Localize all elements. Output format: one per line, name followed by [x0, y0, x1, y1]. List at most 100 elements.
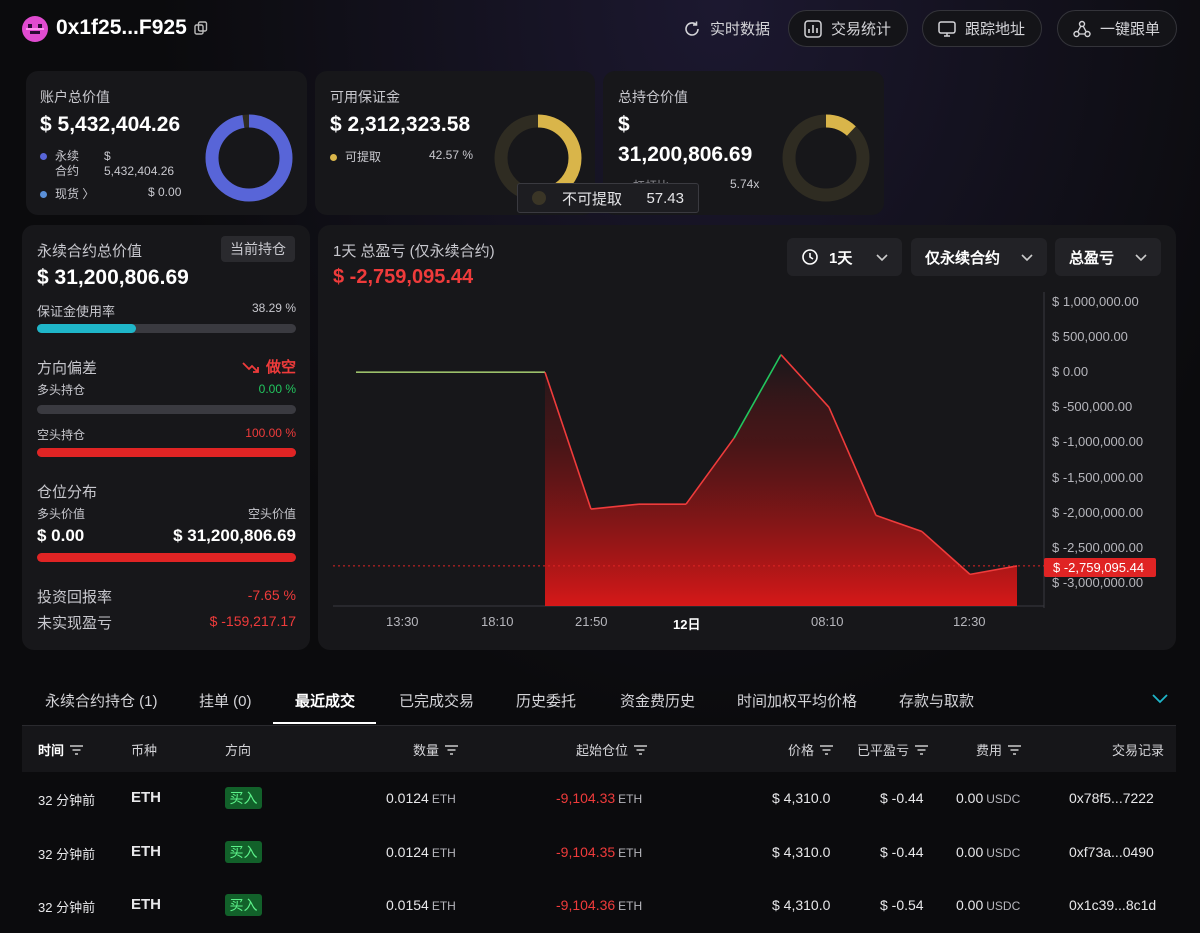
track-address-button[interactable]: 跟踪地址 [922, 10, 1042, 47]
row-tx-link[interactable]: 0xf73a...0490 [1069, 844, 1154, 860]
account-total-card: 账户总价值 $ 5,432,404.26 永续合约 $ 5,432,404.26… [26, 71, 307, 215]
pnl-line-segment [544, 371, 592, 510]
y-tick-label: $ -500,000.00 [1052, 399, 1133, 415]
pnl-line-segment [780, 354, 830, 408]
y-tick-label: $ 0.00 [1052, 364, 1089, 380]
y-tick-label: $ -3,000,000.00 [1052, 574, 1144, 590]
table-header-row [22, 726, 1176, 772]
current-value-marker: $ -2,759,095.44 [1044, 558, 1156, 577]
tab-recent-trades[interactable]: 最近成交 [295, 693, 356, 710]
row-fee-unit: USDC [986, 899, 1021, 913]
row-size-unit: ETH [431, 792, 456, 806]
tabs-divider [22, 725, 1176, 726]
trade-stats-button[interactable]: 交易统计 [788, 10, 908, 47]
row-start-position: -9,104.35 ETH [556, 844, 642, 860]
th-closed-pnl[interactable]: 已平盈亏 [857, 740, 929, 759]
share-nodes-icon [1073, 20, 1091, 37]
margin-usage-value: 38.29 % [251, 301, 296, 315]
th-closed-pnl-label: 已平盈亏 [857, 743, 910, 758]
tab-order-history[interactable]: 历史委托 [516, 693, 577, 710]
upnl-label: 未实现盈亏 [37, 615, 113, 632]
pnl-line-segment [590, 503, 640, 510]
filter-icon [634, 744, 648, 755]
row-size-value: 0.0154 [386, 897, 429, 913]
row-time: 32 分钟前 [38, 793, 96, 808]
tab-deposits-withdrawals[interactable]: 存款与取款 [899, 693, 975, 710]
row-closed-pnl: $ -0.54 [880, 897, 924, 913]
th-size[interactable]: 数量 [413, 740, 459, 759]
tab-twap[interactable]: 时间加权平均价格 [737, 693, 858, 710]
filter-icon [915, 744, 929, 755]
buy-badge: 买入 [225, 894, 262, 916]
chevron-down-icon [1135, 249, 1147, 266]
pnl-line-segment [685, 437, 735, 505]
tab-funding-history[interactable]: 资金费历史 [620, 693, 696, 710]
row-coin[interactable]: ETH [131, 843, 161, 860]
th-time[interactable]: 时间 [38, 740, 84, 759]
long-position-value: 0.00 % [258, 382, 296, 396]
pnl-line-segment [828, 406, 877, 516]
total-position-title: 总持仓价值 [618, 89, 688, 105]
perp-legend-value: $ 5,432,404.26 [104, 149, 175, 178]
pnl-chart-title: 1天 总盈亏 (仅永续合约) [333, 243, 495, 260]
tab-perp-positions[interactable]: 永续合约持仓 (1) [45, 693, 158, 710]
row-fee-value: 0.00 [956, 897, 984, 913]
perp-panel-title: 永续合约总价值 [37, 243, 143, 260]
active-tab-underline [273, 722, 376, 724]
row-fee: 0.00 USDC [956, 790, 1020, 806]
row-tx-link[interactable]: 0x1c39...8c1d [1069, 897, 1157, 913]
filter-icon [70, 744, 84, 755]
th-fee[interactable]: 费用 [976, 740, 1022, 759]
th-price[interactable]: 价格 [788, 740, 834, 759]
donut-tooltip: 不可提取 57.43 [517, 183, 699, 213]
available-margin-value: $ 2,312,323.58 [330, 113, 471, 136]
x-tick-label: 12:30 [953, 614, 986, 629]
copy-icon[interactable] [194, 21, 208, 35]
metric-dropdown[interactable]: 总盈亏 [1055, 238, 1161, 276]
row-size-unit: ETH [431, 846, 456, 860]
direction-value: 做空 [242, 356, 296, 377]
perp-legend: 永续合约 [40, 149, 100, 179]
realtime-data-button[interactable]: 实时数据 [668, 10, 784, 47]
y-tick-label: $ 500,000.00 [1052, 329, 1128, 345]
th-price-label: 价格 [788, 743, 815, 758]
row-coin[interactable]: ETH [131, 896, 161, 913]
row-tx-link[interactable]: 0x78f5...7222 [1069, 790, 1154, 806]
row-price: $ 4,310.0 [772, 844, 831, 860]
row-start-position: -9,104.33 ETH [556, 790, 642, 806]
withdrawable-legend-dot [330, 154, 337, 162]
spot-legend[interactable]: 现货 〉 [40, 185, 94, 202]
tab-completed-trades[interactable]: 已完成交易 [399, 693, 475, 710]
upnl-value: $ -159,217.17 [209, 613, 296, 629]
available-margin-title: 可用保证金 [330, 89, 400, 105]
trend-down-icon [242, 361, 259, 373]
direction-label: 方向偏差 [37, 360, 98, 377]
scope-dropdown[interactable]: 仅永续合约 [911, 238, 1047, 276]
row-start-value: -9,104.36 [556, 897, 616, 913]
tab-open-orders[interactable]: 挂单 (0) [199, 693, 252, 710]
x-tick-label: 13:30 [386, 614, 419, 629]
current-position-badge[interactable]: 当前持仓 [221, 236, 295, 262]
filter-icon [1008, 744, 1022, 755]
th-start-position[interactable]: 起始仓位 [576, 740, 648, 759]
withdrawable-legend: 可提取 [330, 148, 381, 165]
copy-trade-button[interactable]: 一键跟单 [1057, 10, 1177, 47]
short-position-fill [37, 448, 296, 457]
buy-badge: 买入 [225, 841, 262, 863]
expand-chevron-icon[interactable] [1152, 694, 1168, 704]
margin-usage-label: 保证金使用率 [37, 304, 116, 319]
period-dropdown[interactable]: 1天 [787, 238, 902, 276]
spot-legend-label: 现货 [55, 187, 80, 201]
position-donut [782, 114, 870, 202]
long-position-bar [37, 405, 296, 414]
distribution-bar [37, 553, 296, 562]
pnl-chart-value: $ -2,759,095.44 [333, 266, 474, 288]
row-fee-unit: USDC [986, 792, 1021, 806]
account-total-value: $ 5,432,404.26 [40, 113, 181, 136]
copy-trade-label: 一键跟单 [1100, 21, 1161, 38]
row-start-position: -9,104.36 ETH [556, 897, 642, 913]
short-position-label: 空头持仓 [37, 428, 86, 442]
row-coin[interactable]: ETH [131, 789, 161, 806]
donut-segment [205, 114, 293, 202]
row-price: $ 4,310.0 [772, 790, 831, 806]
